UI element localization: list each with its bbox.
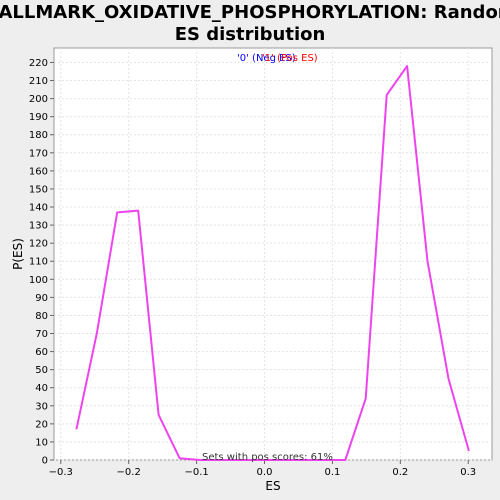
x-tick-label: −0.2 xyxy=(117,467,141,478)
pos-scores-annotation: Sets with pos scores: 61% xyxy=(202,452,333,463)
y-tick-label: 70 xyxy=(35,329,48,340)
x-tick-label: −0.3 xyxy=(49,467,73,478)
y-tick-label: 50 xyxy=(35,365,48,376)
y-tick-label: 90 xyxy=(35,293,48,304)
legend-pos-es: '1' (Pos ES) xyxy=(262,53,318,64)
y-axis-label: P(ES) xyxy=(11,238,25,270)
y-tick-label: 190 xyxy=(29,112,48,123)
y-tick-label: 40 xyxy=(35,383,48,394)
chart-title-line-2: ES distribution xyxy=(175,24,326,45)
y-tick-label: 150 xyxy=(29,184,48,195)
y-tick-label: 210 xyxy=(29,76,48,87)
chart-title-line-1: HALLMARK_OXIDATIVE_PHOSPHORYLATION: Rand… xyxy=(0,2,500,23)
x-tick-label: −0.1 xyxy=(184,467,208,478)
y-tick-label: 110 xyxy=(29,257,48,268)
x-axis-ticks: −0.3 −0.2 −0.1 0.0 0.1 0.2 0.3 xyxy=(49,460,476,478)
y-tick-label: 170 xyxy=(29,148,48,159)
y-tick-label: 10 xyxy=(35,437,48,448)
x-tick-label: 0.1 xyxy=(324,467,340,478)
y-tick-label: 80 xyxy=(35,311,48,322)
x-tick-label: 0.0 xyxy=(257,467,273,478)
legend: '0' (Neg ES) '1' (Pos ES) xyxy=(237,53,318,64)
x-tick-label: 0.2 xyxy=(392,467,408,478)
y-tick-label: 200 xyxy=(29,94,48,105)
y-tick-label: 120 xyxy=(29,239,48,250)
series-group xyxy=(75,65,470,461)
y-tick-label: 140 xyxy=(29,203,48,214)
y-tick-label: 20 xyxy=(35,419,48,430)
y-tick-label: 0 xyxy=(42,456,48,467)
y-tick-label: 100 xyxy=(29,275,48,286)
legend-neg-es: '0' (Neg ES) xyxy=(237,53,296,64)
y-tick-label: 60 xyxy=(35,347,48,358)
y-tick-label: 130 xyxy=(29,221,48,232)
x-tick-label: 0.3 xyxy=(460,467,476,478)
grid-lines xyxy=(54,48,492,461)
y-tick-label: 30 xyxy=(35,401,48,412)
series-line xyxy=(75,65,470,461)
y-tick-label: 180 xyxy=(29,130,48,141)
y-tick-label: 160 xyxy=(29,166,48,177)
x-axis-label: ES xyxy=(265,479,280,493)
y-tick-label: 220 xyxy=(29,58,48,69)
y-axis-ticks: 0 10 20 30 40 50 60 70 80 90 100 110 120 130 140 150 160… xyxy=(29,58,54,467)
